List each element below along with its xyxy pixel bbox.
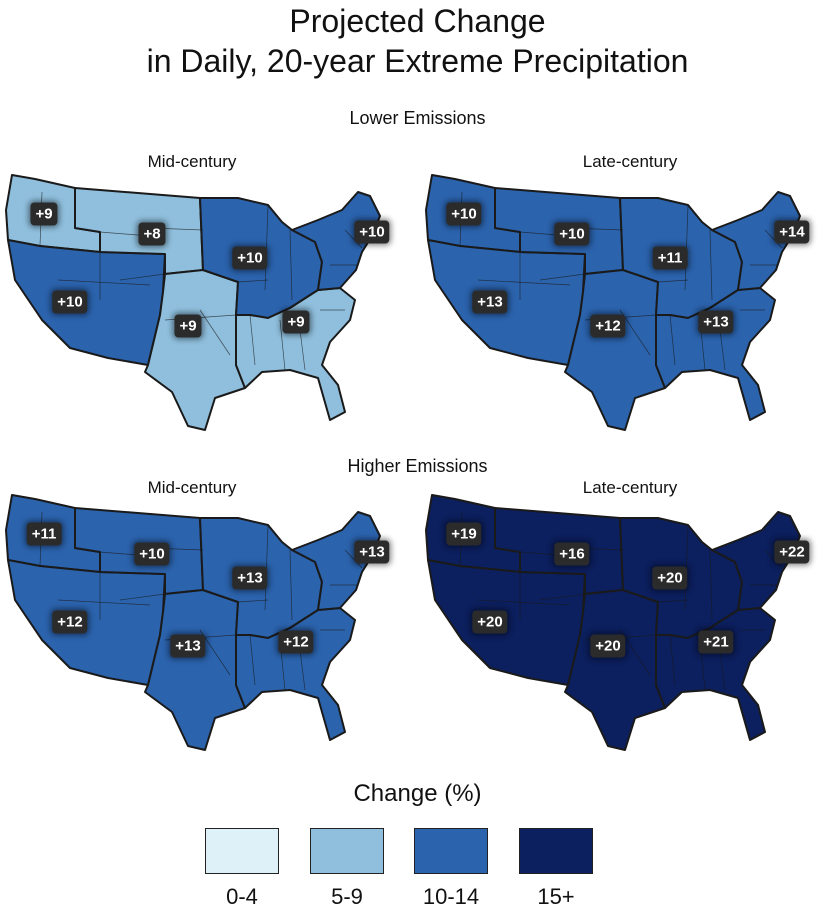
legend-label-10-14: 10-14 — [422, 884, 480, 909]
region-label-great-plains-south: +20 — [590, 634, 626, 658]
state-border — [719, 649, 726, 691]
region-label-great-plains-north: +10 — [134, 542, 170, 566]
region-label-great-plains-north: +16 — [554, 542, 590, 566]
legend-swatch-15-plus — [519, 828, 593, 874]
legend-label-15-plus: 15+ — [537, 884, 575, 909]
map-lower-late: +10 +13 +10 +12 +11 +13 +14 — [420, 170, 835, 460]
state-border — [657, 279, 689, 283]
map-higher-mid: +11 +12 +10 +13 +13 +12 +13 — [0, 490, 420, 780]
legend-label-5-9: 5-9 — [331, 884, 363, 909]
period-label-higher-mid: Mid-century — [147, 478, 237, 497]
state-border — [199, 309, 231, 356]
us-map-svg — [425, 174, 801, 431]
region-label-midwest: +10 — [232, 246, 268, 270]
region-label-southwest: +13 — [472, 290, 508, 314]
state-border — [657, 599, 689, 603]
region-label-great-plains-south: +9 — [174, 314, 202, 338]
region-label-great-plains-south: +13 — [170, 634, 206, 658]
state-border — [237, 279, 269, 283]
map-lower-mid: +9 +10 +8 +9 +10 +9 +10 — [0, 170, 420, 460]
title-line-1: Projected Change — [289, 3, 546, 39]
us-map-svg — [425, 494, 801, 751]
legend-label-0-4: 0-4 — [226, 884, 258, 909]
region-label-northwest: +19 — [446, 522, 482, 546]
state-border — [57, 599, 151, 606]
state-border — [57, 279, 151, 286]
region-northeast — [291, 511, 381, 611]
map-higher-late: +19 +20 +16 +20 +20 +21 +22 — [420, 490, 835, 780]
region-label-great-plains-south: +12 — [590, 314, 626, 338]
state-border — [249, 314, 256, 366]
state-border — [289, 549, 293, 621]
legend-title: Change (%) — [353, 780, 482, 807]
region-label-great-plains-north: +8 — [138, 222, 166, 246]
region-northeast — [711, 511, 801, 611]
region-northeast — [291, 191, 381, 291]
region-label-northeast: +22 — [774, 540, 810, 564]
state-border — [344, 549, 363, 569]
period-label-lower-late: Late-century — [582, 152, 678, 171]
state-border — [344, 229, 363, 249]
region-label-southeast: +12 — [278, 630, 314, 654]
region-label-southeast: +9 — [282, 310, 310, 334]
state-border — [119, 593, 166, 601]
state-border — [709, 229, 713, 301]
legend-swatch-0-4 — [205, 828, 279, 874]
region-label-midwest: +20 — [652, 566, 688, 590]
region-label-midwest: +11 — [652, 246, 688, 270]
state-border — [477, 599, 571, 606]
scenario-lower-label: Lower Emissions — [349, 108, 486, 128]
state-border — [477, 279, 571, 286]
us-map-svg — [5, 174, 381, 431]
region-southeast — [655, 287, 776, 421]
state-border — [669, 634, 676, 686]
state-border — [119, 273, 166, 281]
state-border — [539, 593, 586, 601]
region-label-southeast: +13 — [698, 310, 734, 334]
state-border — [709, 549, 713, 621]
region-label-southeast: +21 — [698, 630, 734, 654]
state-border — [669, 314, 676, 366]
scenario-higher-label: Higher Emissions — [347, 456, 488, 476]
region-label-northeast: +10 — [354, 220, 390, 244]
state-border — [764, 549, 783, 569]
state-border — [719, 329, 726, 371]
title-line-2: in Daily, 20-year Extreme Precipitation — [146, 43, 689, 79]
state-border — [539, 273, 586, 281]
region-label-northwest: +9 — [30, 202, 58, 226]
legend-swatch-5-9 — [310, 828, 384, 874]
region-southeast — [235, 607, 356, 741]
state-border — [249, 634, 256, 686]
region-northeast — [711, 191, 801, 291]
region-label-southwest: +12 — [52, 610, 88, 634]
state-border — [764, 229, 783, 249]
state-border — [289, 229, 293, 301]
region-label-northwest: +10 — [446, 202, 482, 226]
region-label-midwest: +13 — [232, 566, 268, 590]
us-map-svg — [5, 494, 381, 751]
region-label-northwest: +11 — [26, 522, 62, 546]
region-southeast — [235, 287, 356, 421]
region-label-northeast: +14 — [774, 220, 810, 244]
period-label-higher-late: Late-century — [582, 478, 678, 497]
period-label-lower-mid: Mid-century — [147, 152, 237, 171]
region-label-great-plains-north: +10 — [554, 222, 590, 246]
state-border — [299, 649, 306, 691]
region-label-southwest: +10 — [52, 290, 88, 314]
state-border — [237, 599, 269, 603]
state-border — [299, 329, 306, 371]
region-label-southwest: +20 — [472, 610, 508, 634]
state-border — [279, 319, 286, 371]
region-label-northeast: +13 — [354, 540, 390, 564]
legend-swatch-10-14 — [414, 828, 488, 874]
region-southeast — [655, 607, 776, 741]
